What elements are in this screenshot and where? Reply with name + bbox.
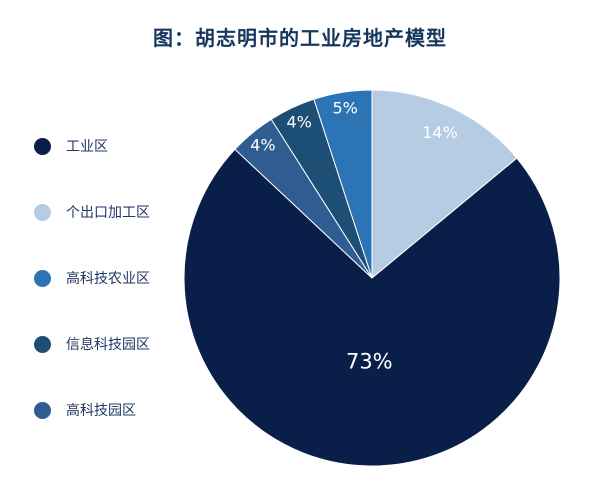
legend-label: 高科技园区: [66, 403, 136, 419]
legend-swatch-icon: [34, 203, 51, 221]
slice-label: 4%: [287, 113, 312, 132]
pie-slice: [313, 89, 373, 279]
slice-label: 73%: [346, 350, 393, 374]
legend-item: 高科技农业区: [34, 268, 150, 288]
legend-item: 工业区: [34, 136, 150, 156]
legend-item: 信息科技园区: [34, 334, 150, 354]
slice-label: 5%: [333, 99, 358, 118]
chart-title: 图：胡志明市的工业房地产模型: [153, 26, 447, 50]
legend-item: 高科技园区: [34, 400, 150, 420]
legend-item: 个出口加工区: [34, 202, 150, 222]
legend-swatch-icon: [34, 137, 51, 155]
pie-slice: [183, 148, 561, 467]
legend-swatch-icon: [34, 269, 51, 287]
slice-label: 4%: [250, 136, 275, 155]
legend-swatch-icon: [34, 335, 51, 353]
legend-label: 工业区: [66, 139, 108, 155]
slice-label: 14%: [422, 123, 458, 142]
pie-slice: [371, 89, 518, 280]
legend-label: 高科技农业区: [66, 271, 150, 287]
legend-label: 个出口加工区: [66, 205, 150, 221]
legend: 工业区 个出口加工区 高科技农业区 信息科技园区 高科技园区: [34, 136, 150, 420]
legend-label: 信息科技园区: [66, 337, 150, 353]
legend-swatch-icon: [34, 401, 51, 419]
